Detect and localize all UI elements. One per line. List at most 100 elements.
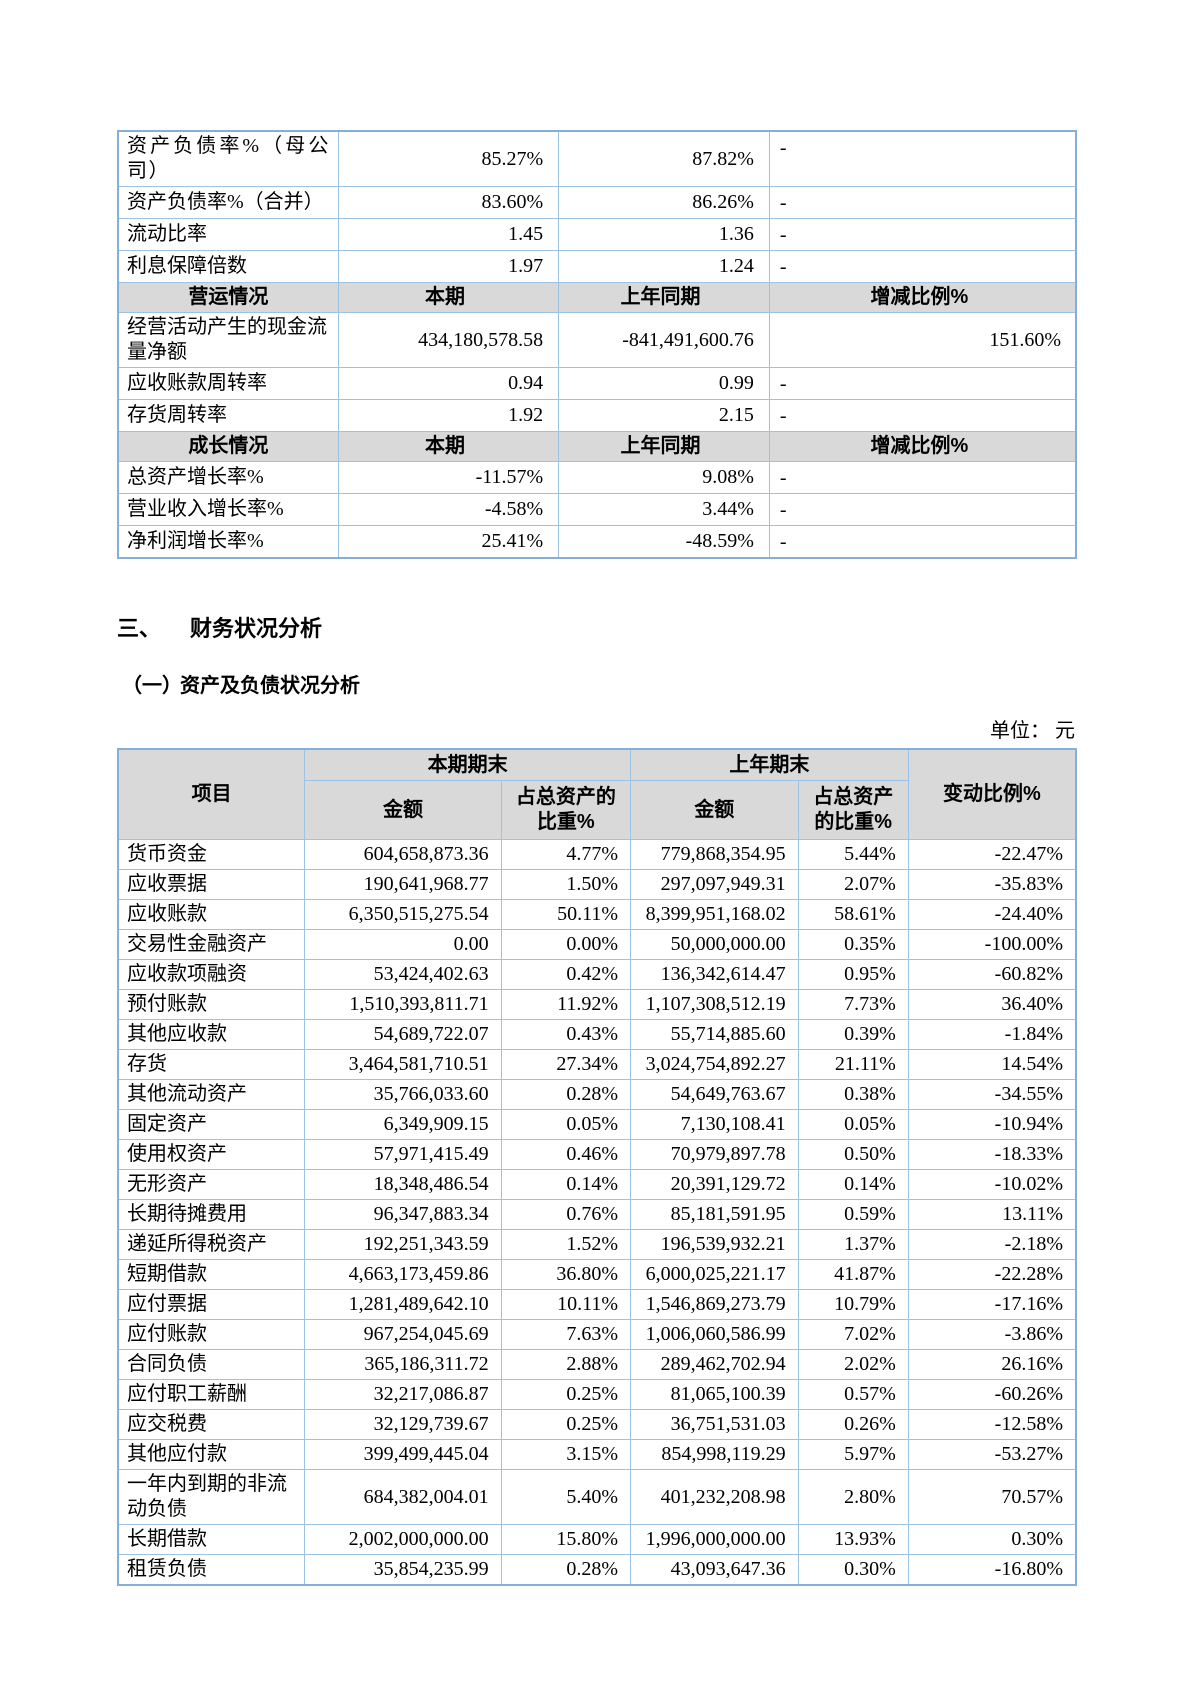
pct-of-assets-current-cell: 0.76% <box>500 1199 632 1230</box>
balance-data-row: 固定资产 6,349,909.15 0.05% 7,130,108.41 0.05% -1… <box>117 1109 1077 1140</box>
ratio-current-value-cell: 本期 <box>337 282 560 313</box>
unit-label: 单位： 元 <box>990 720 1075 742</box>
item-name-cell: 其他应付款 <box>117 1439 306 1470</box>
ratio-label-cell: 营运情况 <box>117 282 339 313</box>
change-ratio-cell: -35.83% <box>907 869 1077 900</box>
col-header-pct-current: 占总资产的比重% <box>500 780 632 840</box>
item-name-cell: 应交税费 <box>117 1409 306 1440</box>
amount-prior-cell: 54,649,763.67 <box>630 1079 799 1110</box>
pct-of-assets-prior-cell: 13.93% <box>797 1524 909 1555</box>
balance-data-row: 长期借款 2,002,000,000.00 15.80% 1,996,000,000.… <box>117 1524 1077 1555</box>
change-ratio-cell: -1.84% <box>907 1019 1077 1050</box>
ratio-data-row: 总资产增长率% -11.57% 9.08% - <box>117 461 1077 494</box>
pct-of-assets-prior-cell: 0.35% <box>797 929 909 960</box>
pct-of-assets-current-cell: 0.00% <box>500 929 632 960</box>
change-ratio-cell: -60.26% <box>907 1379 1077 1410</box>
ratio-change-value-cell: - <box>768 186 1077 219</box>
pct-of-assets-prior-cell: 0.26% <box>797 1409 909 1440</box>
col-header-amount-prior: 金额 <box>630 780 799 840</box>
ratio-prior-value-cell: 1.36 <box>558 218 770 251</box>
section-number: 三、 <box>117 616 162 641</box>
change-ratio-cell: -17.16% <box>907 1289 1077 1320</box>
item-name-cell: 存货 <box>117 1049 306 1080</box>
ratio-prior-value-cell: 86.26% <box>558 186 770 219</box>
item-name-cell: 长期借款 <box>117 1524 306 1555</box>
pct-of-assets-current-cell: 36.80% <box>500 1259 632 1290</box>
item-name-cell: 无形资产 <box>117 1169 306 1200</box>
item-name-cell: 应付票据 <box>117 1289 306 1320</box>
change-ratio-cell: 14.54% <box>907 1049 1077 1080</box>
subsection-title: 资产及负债状况分析 <box>180 675 360 697</box>
pct-of-assets-current-cell: 50.11% <box>500 899 632 930</box>
ratio-label-cell: 利息保障倍数 <box>117 250 339 283</box>
pct-of-assets-current-cell: 0.14% <box>500 1169 632 1200</box>
amount-prior-cell: 43,093,647.36 <box>630 1554 799 1586</box>
amount-current-cell: 35,854,235.99 <box>304 1554 502 1586</box>
pct-of-assets-current-cell: 1.50% <box>500 869 632 900</box>
pct-of-assets-prior-cell: 1.37% <box>797 1229 909 1260</box>
amount-current-cell: 18,348,486.54 <box>304 1169 502 1200</box>
item-name-cell: 其他流动资产 <box>117 1079 306 1110</box>
pct-of-assets-prior-cell: 0.30% <box>797 1554 909 1586</box>
amount-prior-cell: 1,107,308,512.19 <box>630 989 799 1020</box>
change-ratio-cell: 0.30% <box>907 1524 1077 1555</box>
ratio-label-cell: 存货周转率 <box>117 399 339 432</box>
ratio-current-value-cell: 1.92 <box>337 399 560 432</box>
balance-data-row: 租赁负债 35,854,235.99 0.28% 43,093,647.36 0.30%… <box>117 1554 1077 1586</box>
ratio-change-value-cell: - <box>768 250 1077 283</box>
ratio-prior-value-cell: -841,491,600.76 <box>558 312 770 368</box>
ratio-change-value-cell: 增减比例% <box>768 431 1077 462</box>
ratio-change-value-cell: - <box>768 130 1077 187</box>
pct-of-assets-prior-cell: 21.11% <box>797 1049 909 1080</box>
amount-current-cell: 967,254,045.69 <box>304 1319 502 1350</box>
ratio-current-value-cell: 25.41% <box>337 525 560 559</box>
item-name-cell: 一年内到期的非流动负债 <box>117 1469 306 1525</box>
ratio-label-cell: 净利润增长率% <box>117 525 339 559</box>
section-title: 财务状况分析 <box>190 616 323 641</box>
balance-data-row: 其他流动资产 35,766,033.60 0.28% 54,649,763.67 0.3… <box>117 1079 1077 1110</box>
ratio-current-value-cell: 1.45 <box>337 218 560 251</box>
balance-data-row: 短期借款 4,663,173,459.86 36.80% 6,000,025,221.… <box>117 1259 1077 1290</box>
ratio-prior-value-cell: 上年同期 <box>558 282 770 313</box>
ratio-data-row: 营业收入增长率% -4.58% 3.44% - <box>117 493 1077 526</box>
col-header-current-period: 本期期末 <box>304 748 631 781</box>
amount-current-cell: 192,251,343.59 <box>304 1229 502 1260</box>
pct-of-assets-prior-cell: 2.02% <box>797 1349 909 1380</box>
ratio-current-value-cell: 83.60% <box>337 186 560 219</box>
pct-of-assets-prior-cell: 0.57% <box>797 1379 909 1410</box>
balance-data-row: 应收票据 190,641,968.77 1.50% 297,097,949.31 2.0… <box>117 869 1077 900</box>
change-ratio-cell: 70.57% <box>907 1469 1077 1525</box>
section-heading: 三、 财务状况分析 <box>117 611 1077 643</box>
pct-of-assets-prior-cell: 2.80% <box>797 1469 909 1525</box>
ratio-label-cell: 资产负债率%（母公司） <box>117 130 339 187</box>
amount-prior-cell: 3,024,754,892.27 <box>630 1049 799 1080</box>
item-name-cell: 应收款项融资 <box>117 959 306 990</box>
asset-liability-table: 项目 本期期末 上年期末 变动比例% 金额 占总资产的比重% 金额 占总资产的比… <box>117 748 1077 1586</box>
pct-of-assets-current-cell: 0.43% <box>500 1019 632 1050</box>
ratio-current-value-cell: -11.57% <box>337 461 560 494</box>
pct-of-assets-current-cell: 3.15% <box>500 1439 632 1470</box>
change-ratio-cell: -16.80% <box>907 1554 1077 1586</box>
change-ratio-cell: -24.40% <box>907 899 1077 930</box>
amount-prior-cell: 1,006,060,586.99 <box>630 1319 799 1350</box>
ratio-label-cell: 营业收入增长率% <box>117 493 339 526</box>
balance-data-row: 一年内到期的非流动负债 684,382,004.01 5.40% 401,232,20… <box>117 1469 1077 1525</box>
amount-current-cell: 365,186,311.72 <box>304 1349 502 1380</box>
item-name-cell: 合同负债 <box>117 1349 306 1380</box>
ratio-data-row: 存货周转率 1.92 2.15- <box>117 399 1077 432</box>
pct-of-assets-prior-cell: 5.97% <box>797 1439 909 1470</box>
pct-of-assets-current-cell: 5.40% <box>500 1469 632 1525</box>
ratio-data-row: 利息保障倍数 1.97 1.24- <box>117 250 1077 283</box>
col-header-amount-current: 金额 <box>304 780 502 840</box>
ratio-prior-value-cell: 上年同期 <box>558 431 770 462</box>
ratio-current-value-cell: 85.27% <box>337 130 560 187</box>
pct-of-assets-current-cell: 11.92% <box>500 989 632 1020</box>
asset-liability-table-header: 项目 本期期末 上年期末 变动比例% 金额 占总资产的比重% 金额 占总资产的比… <box>117 748 1077 840</box>
ratio-current-value-cell: 1.97 <box>337 250 560 283</box>
pct-of-assets-prior-cell: 0.59% <box>797 1199 909 1230</box>
pct-of-assets-prior-cell: 0.50% <box>797 1139 909 1170</box>
balance-data-row: 其他应收款 54,689,722.07 0.43% 55,714,885.60 0.39… <box>117 1019 1077 1050</box>
balance-data-row: 应付票据 1,281,489,642.10 10.11% 1,546,869,273.… <box>117 1289 1077 1320</box>
pct-of-assets-current-cell: 0.25% <box>500 1379 632 1410</box>
item-name-cell: 应收账款 <box>117 899 306 930</box>
